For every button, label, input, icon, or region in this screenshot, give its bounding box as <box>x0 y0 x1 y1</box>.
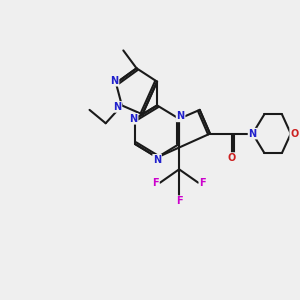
Text: N: N <box>248 129 256 139</box>
Text: O: O <box>290 129 298 139</box>
Text: N: N <box>153 155 161 165</box>
Text: N: N <box>176 111 185 122</box>
Text: F: F <box>199 178 206 188</box>
Text: N: N <box>130 114 138 124</box>
Text: N: N <box>113 102 122 112</box>
Text: O: O <box>228 153 236 163</box>
Text: F: F <box>176 196 182 206</box>
Text: F: F <box>152 178 159 188</box>
Text: N: N <box>110 76 118 86</box>
